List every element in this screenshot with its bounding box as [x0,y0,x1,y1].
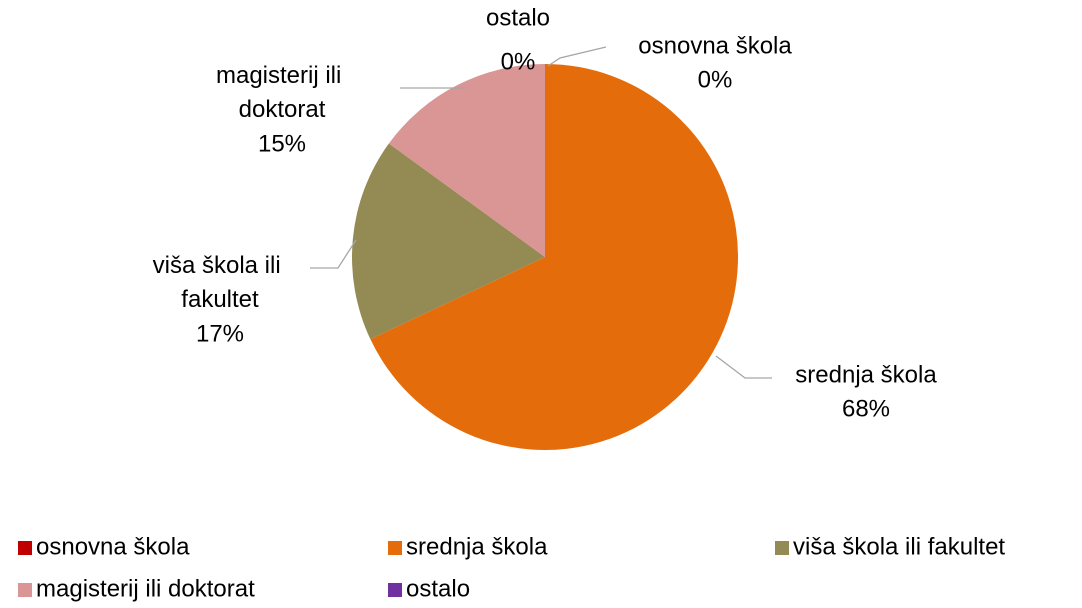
legend-label: srednja škola [406,533,548,560]
legend-swatch [18,541,32,555]
pie-slice [370,64,738,451]
legend-label: osnovna škola [36,533,190,560]
data-label-name: magisterij ili doktorat [216,62,348,123]
data-label-value: 0% [698,66,733,93]
data-label-name: ostalo [486,4,550,31]
data-label-value: 15% [258,130,306,157]
data-label-value: 68% [842,395,890,422]
data-label-value: 0% [501,48,536,75]
label-line: magisterij ili [216,62,348,89]
pie-slice [388,63,545,258]
leader-line [310,239,357,269]
label-line: doktorat [239,96,326,123]
leader-line [547,46,607,67]
pie-slice [351,143,545,340]
legend-swatch [18,583,32,597]
data-label-name: srednja škola [795,361,937,388]
legend-swatch [388,541,402,555]
data-label-name: osnovna škola [638,32,792,59]
data-label-value: 17% [196,320,244,347]
legend-label: magisterij ili doktorat [36,575,255,602]
legend-swatch [388,583,402,597]
label-line: viša škola ili [153,252,288,279]
label-line: fakultet [181,286,259,313]
leader-line [715,355,772,379]
legend-swatch [775,541,789,555]
legend-label: viša škola ili fakultet [793,533,1005,560]
legend-label: ostalo [406,575,470,602]
data-label-name: viša škola ili fakultet [153,252,288,313]
